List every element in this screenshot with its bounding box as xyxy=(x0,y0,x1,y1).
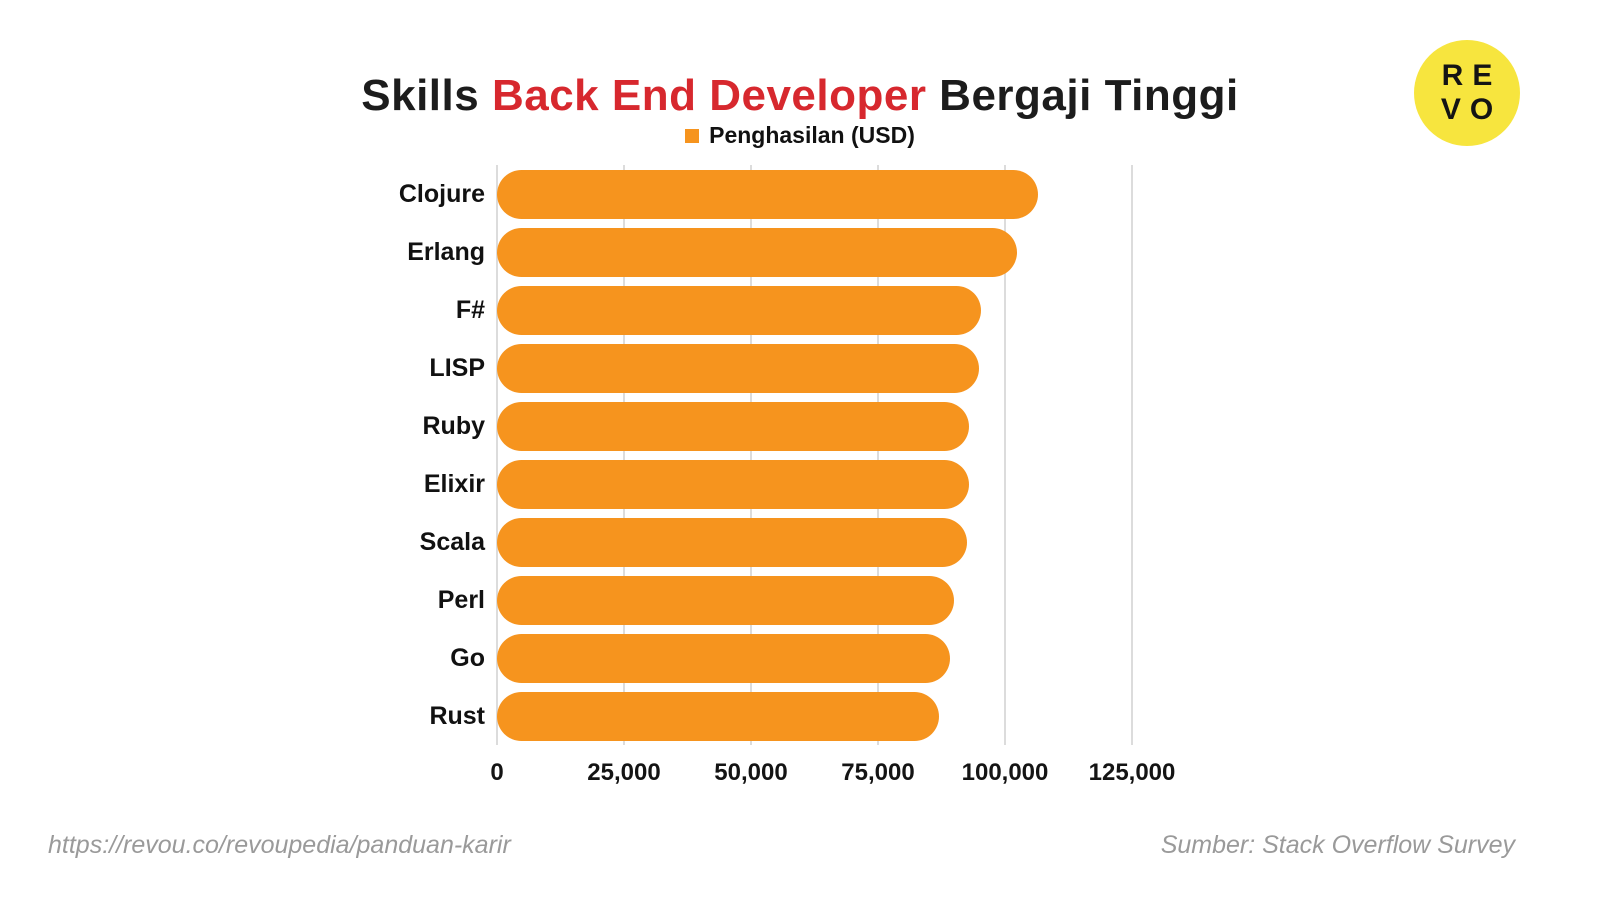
bar xyxy=(497,517,967,567)
logo-line-1: RE xyxy=(1441,58,1502,92)
source-attribution: Sumber: Stack Overflow Survey xyxy=(1160,831,1515,859)
legend: Penghasilan (USD) xyxy=(0,122,1600,149)
x-tick-label: 50,000 xyxy=(714,759,788,786)
gridline xyxy=(1004,165,1006,745)
bar xyxy=(497,401,970,451)
x-tick-label: 125,000 xyxy=(1088,759,1176,786)
x-tick-label: 0 xyxy=(490,759,504,786)
gridline xyxy=(623,165,625,745)
bar-row: F# xyxy=(330,281,1150,339)
bar-row: LISP xyxy=(330,339,1150,397)
bar xyxy=(497,633,951,683)
gridline xyxy=(496,165,498,745)
title-part-3: Bergaji Tinggi xyxy=(926,71,1239,121)
bar-row: Elixir xyxy=(330,455,1150,513)
bar-track xyxy=(497,633,1132,683)
bar xyxy=(497,227,1017,277)
x-axis: 0 25,000 50,000 75,000 100,000 125,000 xyxy=(490,759,1175,799)
category-label: Go xyxy=(450,643,485,672)
bar-track xyxy=(497,227,1132,277)
bar-row: Go xyxy=(330,629,1150,687)
bar-row: Erlang xyxy=(330,223,1150,281)
logo-line-2: VO xyxy=(1440,93,1503,126)
bar xyxy=(497,459,970,509)
gridline xyxy=(1131,165,1133,745)
bar xyxy=(497,691,939,741)
x-tick-label: 100,000 xyxy=(961,759,1049,786)
x-tick-label: 75,000 xyxy=(841,759,915,786)
category-label: Rust xyxy=(429,701,485,730)
title-part-2: Back End Developer xyxy=(491,71,927,121)
category-label: F# xyxy=(455,295,485,324)
category-label: Perl xyxy=(437,585,485,614)
bar-track xyxy=(497,343,1132,393)
category-label: Erlang xyxy=(407,237,485,266)
chart-title: Skills Back End Developer Bergaji Tinggi xyxy=(0,71,1600,121)
bar-row: Ruby xyxy=(330,397,1150,455)
bar-rows: Clojure Erlang F# LISP Ruby Elixir Scala Perl Go… xyxy=(330,165,1150,745)
bar-track xyxy=(497,575,1132,625)
bar-track xyxy=(497,401,1132,451)
legend-swatch-icon xyxy=(685,128,700,143)
category-label: Ruby xyxy=(422,411,486,440)
gridlines xyxy=(496,165,1133,745)
bar-row: Rust xyxy=(330,687,1150,745)
title-part-1: Skills xyxy=(361,71,492,121)
bar xyxy=(497,343,979,393)
bar-row: Scala xyxy=(330,513,1150,571)
x-tick-label: 25,000 xyxy=(587,759,661,786)
bar-chart: Clojure Erlang F# LISP Ruby Elixir Scala Perl Go… xyxy=(330,165,1175,786)
category-label: Elixir xyxy=(423,469,485,498)
bar-track xyxy=(497,517,1132,567)
bar xyxy=(497,575,955,625)
bar-track xyxy=(497,285,1132,335)
gridline xyxy=(877,165,879,745)
bar-track xyxy=(497,691,1132,741)
bar-row: Clojure xyxy=(330,165,1150,223)
bar xyxy=(497,169,1039,219)
gridline xyxy=(750,165,752,745)
category-label: Clojure xyxy=(398,179,485,208)
category-label: LISP xyxy=(429,353,485,382)
source-url: https://revou.co/revoupedia/panduan-kari… xyxy=(48,831,511,859)
bar-track xyxy=(497,459,1132,509)
revou-logo: RE VO xyxy=(1414,40,1520,146)
bar xyxy=(497,285,982,335)
legend-label: Penghasilan (USD) xyxy=(709,122,915,148)
bar-track xyxy=(497,169,1132,219)
category-label: Scala xyxy=(419,527,485,556)
bar-row: Perl xyxy=(330,571,1150,629)
